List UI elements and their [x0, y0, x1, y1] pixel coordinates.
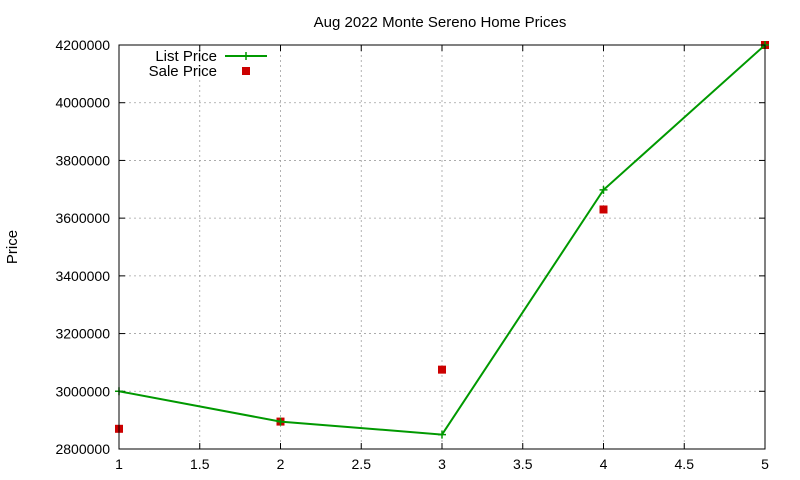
x-tick-label: 1.5 — [190, 456, 210, 472]
y-tick-label: 4200000 — [55, 37, 110, 53]
list-price-marker — [438, 430, 446, 439]
grid-layer — [119, 45, 765, 449]
x-tick-label: 4.5 — [675, 456, 695, 472]
tick-layer: 1 1.5 2 2.5 3 3.5 4 4.5 5 2800000 3000000 3200000 34… — [55, 37, 769, 472]
x-tick-label: 5 — [761, 456, 769, 472]
y-tick-label: 2800000 — [55, 441, 110, 457]
x-tick-label: 2.5 — [352, 456, 372, 472]
list-price-marker — [599, 185, 608, 194]
y-tick-label: 3600000 — [55, 210, 110, 226]
x-tick-label: 2 — [277, 456, 285, 472]
x-tick-label: 1 — [115, 456, 123, 472]
y-axis-label: Price — [4, 230, 21, 264]
sale-price-point — [438, 365, 446, 374]
y-tick-label: 4000000 — [55, 95, 110, 111]
legend-marker-sale-price — [242, 67, 250, 75]
y-tick-label: 3400000 — [55, 268, 110, 284]
plot-frame — [118, 44, 766, 450]
x-tick-label: 4 — [600, 456, 608, 472]
y-tick-label: 3800000 — [55, 152, 110, 168]
x-tick-label: 3.5 — [513, 456, 533, 472]
y-tick-label: 3200000 — [55, 326, 110, 342]
sale-price-point — [599, 205, 608, 214]
chart-title: Aug 2022 Monte Sereno Home Prices — [314, 14, 567, 31]
list-price-marker — [276, 417, 285, 426]
legend-label-sale-price: Sale Price — [149, 63, 217, 80]
legend-marker-list-price — [242, 52, 250, 60]
y-tick-label: 3000000 — [55, 383, 110, 399]
x-tick-label: 3 — [438, 456, 446, 472]
legend-label-list-price: List Price — [155, 48, 217, 65]
